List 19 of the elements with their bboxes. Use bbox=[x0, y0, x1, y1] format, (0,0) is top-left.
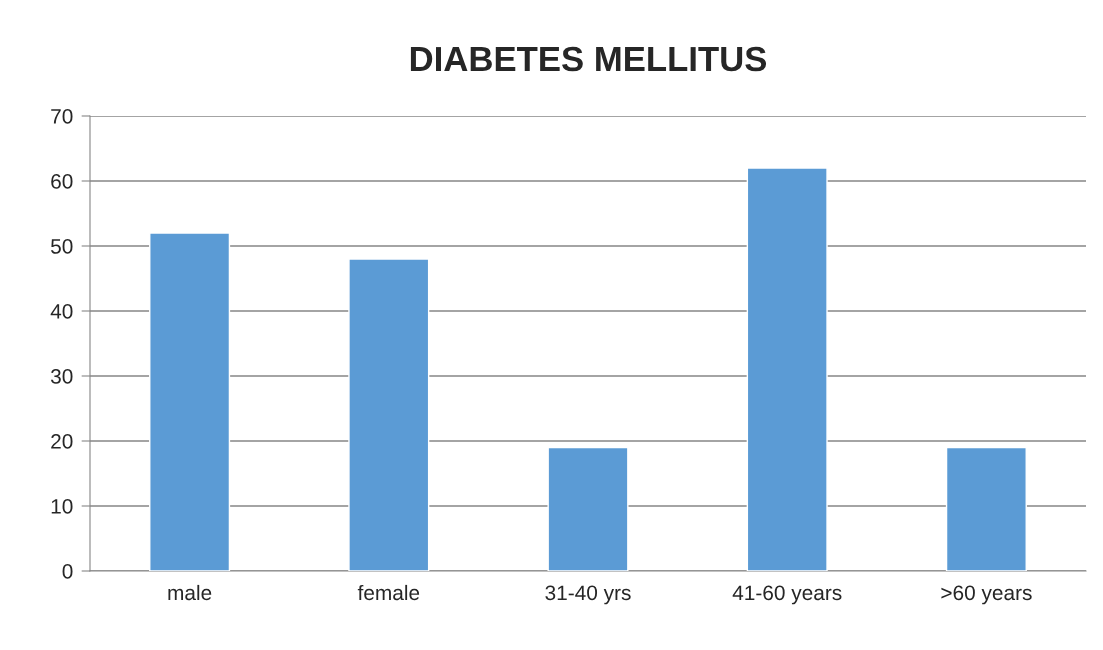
bar bbox=[348, 258, 430, 571]
bar bbox=[746, 167, 828, 571]
y-tick-label: 20 bbox=[51, 434, 73, 449]
y-tick-label: 50 bbox=[51, 239, 73, 254]
y-tick-label: 40 bbox=[50, 304, 73, 319]
chart-title: DIABETES MELLITUS bbox=[410, 46, 767, 72]
bar bbox=[945, 446, 1027, 571]
bar bbox=[149, 232, 231, 571]
x-tick-label: 41-60 years bbox=[732, 585, 842, 605]
y-tick-label: 30 bbox=[50, 369, 73, 384]
y-tick-label: 70 bbox=[51, 109, 73, 124]
x-tick-label: 31-40 yrs bbox=[545, 585, 631, 605]
bar bbox=[547, 446, 629, 571]
y-tick-label: 10 bbox=[51, 499, 73, 514]
y-tick-label: 60 bbox=[51, 174, 73, 189]
y-tick-label: 0 bbox=[62, 564, 73, 579]
x-tick-label: >60 years bbox=[941, 585, 1032, 605]
x-tick-label: female bbox=[357, 584, 420, 601]
x-tick-label: male bbox=[168, 584, 212, 601]
